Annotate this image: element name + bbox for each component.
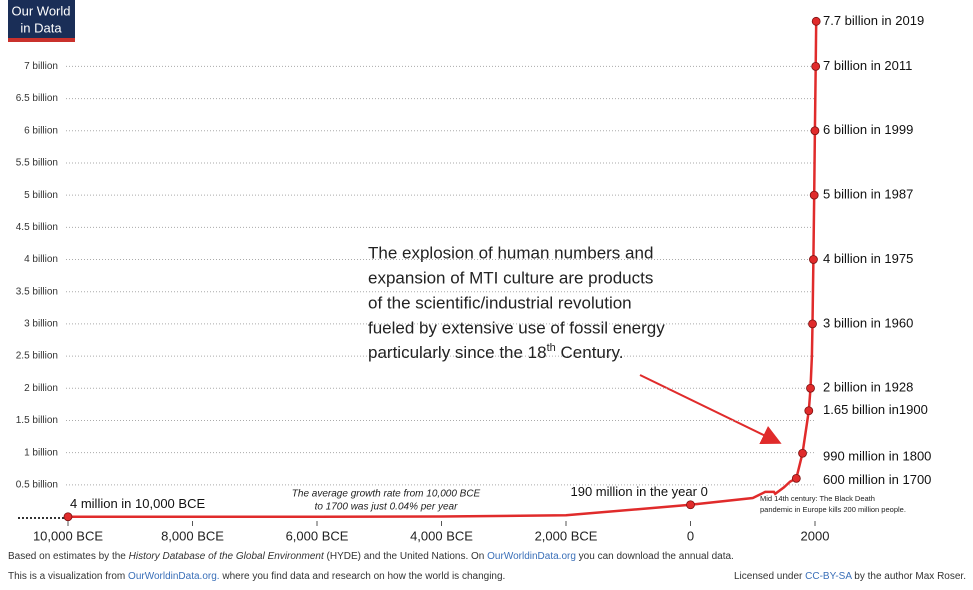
data-point (811, 61, 821, 71)
logo-text: Our World (12, 3, 71, 18)
data-point (791, 473, 801, 483)
black-death-note: pandemic in Europe kills 200 million peo… (760, 505, 906, 514)
point-label: 6 billion in 1999 (823, 122, 913, 137)
y-tick-label: 6.5 billion (16, 93, 58, 104)
x-tick-label: 4,000 BCE (410, 528, 473, 543)
y-tick-label: 4.5 billion (16, 222, 58, 233)
point-label: 7 billion in 2011 (823, 58, 912, 73)
x-tick-label: 2000 (801, 528, 830, 543)
x-tick-label: 10,000 BCE (33, 528, 103, 543)
black-death-note: Mid 14th century: The Black Death (760, 494, 875, 503)
logo-box[interactable] (8, 0, 75, 38)
annotation: expansion of MTI culture are products (368, 268, 653, 287)
x-tick-label: 8,000 BCE (161, 528, 224, 543)
y-tick-label: 5.5 billion (16, 158, 58, 169)
point-label: 3 billion in 1960 (823, 315, 913, 330)
data-point (809, 255, 818, 264)
annotation: fueled by extensive use of fossil energy (368, 318, 665, 337)
data-point (798, 448, 807, 458)
data-point (811, 16, 821, 26)
y-tick-label: 4 billion (24, 254, 58, 265)
data-point (686, 500, 695, 510)
y-tick-label: 6 billion (24, 125, 58, 136)
point-label: 7.7 billion in 2019 (823, 13, 924, 28)
data-point (810, 126, 820, 136)
y-tick-label: 5 billion (24, 190, 58, 201)
y-tick-label: 3.5 billion (16, 286, 58, 297)
license: Licensed under CC-BY-SA by the author Ma… (734, 571, 966, 582)
y-tick-label: 3 billion (24, 319, 58, 330)
arrow (639, 374, 782, 445)
y-tick-label: 7 billion (24, 61, 58, 72)
y-tick-label: 1.5 billion (16, 415, 58, 426)
point-label: 990 million in 1800 (823, 449, 931, 464)
annotation: The explosion of human numbers and (368, 243, 653, 262)
y-tick-label: 2.5 billion (16, 351, 58, 362)
point-label: 4 million in 10,000 BCE (70, 496, 205, 511)
annotation: of the scientific/industrial revolution (368, 293, 632, 312)
point-label: 600 million in 1700 (823, 472, 931, 487)
point-label: 190 million in the year 0 (571, 484, 708, 499)
data-point (63, 512, 73, 522)
point-label: 2 billion in 1928 (823, 380, 913, 395)
footer: Based on estimates by the History Databa… (8, 551, 734, 562)
point-label: 4 billion in 1975 (823, 251, 913, 266)
x-tick-label: 0 (687, 528, 694, 543)
data-point (804, 406, 814, 416)
growth-note: The average growth rate from 10,000 BCE (292, 489, 481, 500)
logo-text: in Data (20, 20, 62, 35)
point-label: 1.65 billion in1900 (823, 402, 928, 417)
data-point (806, 383, 815, 393)
point-label: 5 billion in 1987 (823, 187, 913, 202)
y-tick-label: 0.5 billion (16, 479, 58, 490)
logo-bar (8, 38, 75, 42)
y-tick-label: 1 billion (24, 447, 58, 458)
data-point (809, 190, 819, 200)
footer: This is a visualization from OurWorldinD… (8, 571, 505, 582)
series-line (68, 21, 818, 518)
data-point (808, 319, 817, 329)
y-tick-label: 2 billion (24, 383, 58, 394)
growth-note: to 1700 was just 0.04% per year (315, 502, 459, 513)
x-tick-label: 6,000 BCE (286, 528, 349, 543)
x-tick-label: 2,000 BCE (535, 528, 598, 543)
annotation: particularly since the 18th Century. (368, 342, 624, 363)
